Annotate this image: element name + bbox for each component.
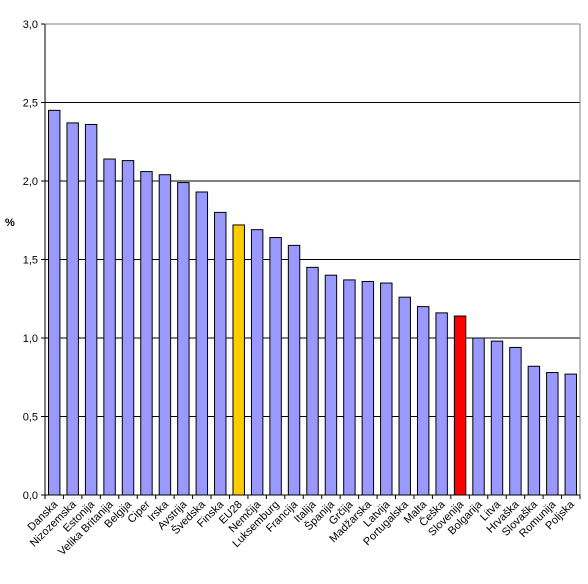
bar-švedska <box>195 191 209 496</box>
bar-estonija <box>84 123 98 496</box>
y-tick-label: 0,5 <box>23 412 38 424</box>
bar-danska <box>48 109 61 496</box>
axes <box>41 23 581 499</box>
y-tick-label: 1,5 <box>23 255 38 267</box>
y-tick-label: 1,0 <box>23 333 38 345</box>
bar-italija <box>306 266 319 496</box>
bar-bolgarija <box>472 337 485 496</box>
bar-ciper <box>140 171 153 496</box>
bar-malta <box>416 306 430 496</box>
bar-madžarska <box>361 280 375 496</box>
bar-irska <box>158 174 172 496</box>
bar-litva <box>490 340 504 496</box>
bar-finska <box>214 211 227 496</box>
bar-eu28 <box>232 224 245 496</box>
bar-slovenija <box>453 315 467 496</box>
bar-grčija <box>343 279 356 496</box>
y-tick-label: 2,0 <box>23 176 38 188</box>
y-axis-label: % <box>5 217 15 229</box>
bar-češka <box>435 312 448 496</box>
bar-slovaška <box>527 365 541 496</box>
bar-romunija <box>546 372 559 496</box>
bar-nemčija <box>250 229 264 496</box>
y-tick-label: 2,5 <box>23 98 38 110</box>
bar-španija <box>324 274 338 496</box>
bar-luksemburg <box>269 237 282 496</box>
bar-avstrija <box>177 182 190 496</box>
bar-hrvaška <box>509 346 522 496</box>
bar-francija <box>287 244 301 496</box>
bar-poljska <box>564 373 577 496</box>
bar-belgija <box>121 160 135 496</box>
bars <box>48 109 577 496</box>
bar-latvija <box>380 282 393 496</box>
y-tick-labels: 0,0 0,5 1,0 1,5 2,0 2,5 3,0 <box>23 19 38 502</box>
bar-nizozemska <box>66 122 79 496</box>
bar-velika-britanija <box>103 158 116 496</box>
bar-portugalska <box>398 296 411 496</box>
y-tick-label: 3,0 <box>23 19 38 31</box>
y-tick-label: 0,0 <box>23 490 38 502</box>
